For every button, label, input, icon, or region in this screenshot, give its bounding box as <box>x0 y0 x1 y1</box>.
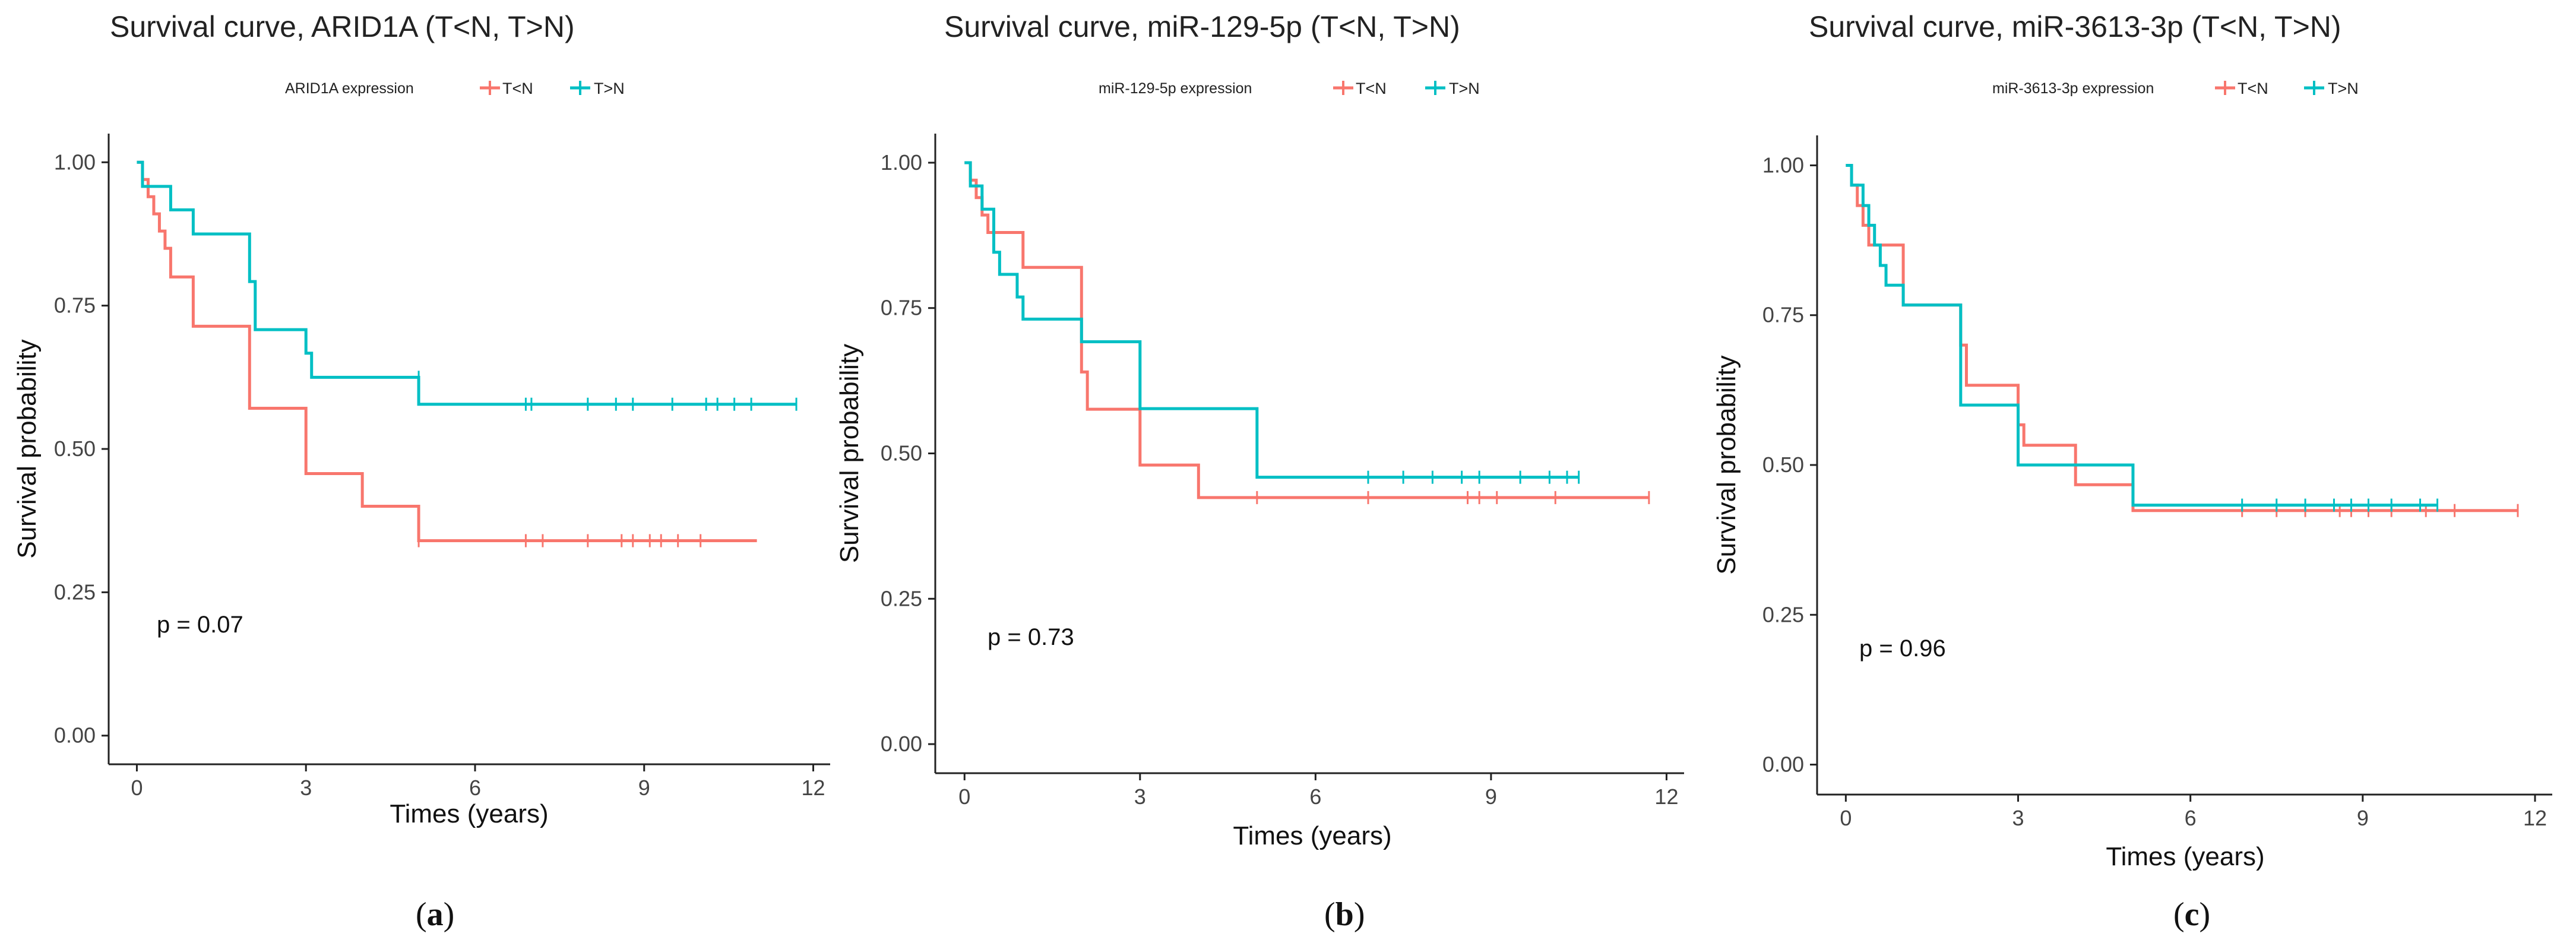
y-tick-label: 0.25 <box>54 580 96 604</box>
x-tick-label: 0 <box>958 784 970 809</box>
x-tick-label: 9 <box>1485 784 1497 809</box>
survival-curve-tlt <box>964 161 1649 499</box>
p-value-annotation: p = 0.73 <box>988 624 1074 650</box>
x-axis-label: Times (years) <box>2106 842 2264 871</box>
x-axis-label: Times (years) <box>1233 821 1391 850</box>
legend-label: T>N <box>594 80 625 97</box>
y-tick-label: 0.00 <box>881 732 922 756</box>
y-axis-label: Survival probability <box>1712 355 1741 574</box>
chart-panel-a: Survival curve, ARID1A (T<N, T>N) ARID1A … <box>12 10 830 933</box>
x-tick-label: 9 <box>2357 806 2369 830</box>
y-tick-label: 0.00 <box>1762 752 1804 777</box>
y-tick-label: 0.50 <box>54 436 96 461</box>
legend-label: T<N <box>1356 80 1387 97</box>
x-tick-label: 12 <box>2523 806 2547 830</box>
legend-label: T<N <box>502 80 533 97</box>
x-tick-label: 9 <box>638 776 650 800</box>
x-tick-label: 0 <box>1840 806 1852 830</box>
p-value-annotation: p = 0.96 <box>1859 635 1946 662</box>
y-tick-label: 0.50 <box>1762 453 1804 477</box>
survival-curve-tlt <box>137 160 757 542</box>
legend-label: T<N <box>2238 80 2268 97</box>
subfigure-label: (b) <box>1324 896 1365 933</box>
x-tick-label: 12 <box>802 776 825 800</box>
survival-curve-tlt <box>1846 163 2518 512</box>
chart-panel-c: Survival curve, miR-3613-3p (T<N, T>N) mi… <box>1712 10 2552 933</box>
chart-title: Survival curve, miR-129-5p (T<N, T>N) <box>944 10 1460 43</box>
chart-panel-b: Survival curve, miR-129-5p (T<N, T>N) miR… <box>835 10 1684 933</box>
y-tick-label: 1.00 <box>54 150 96 174</box>
x-tick-label: 6 <box>469 776 481 800</box>
p-value-annotation: p = 0.07 <box>157 612 243 638</box>
legend-title: ARID1A expression <box>285 80 414 97</box>
survival-curve-tgt <box>964 161 1579 479</box>
survival-curve-tgt <box>137 160 797 406</box>
y-axis-label: Survival probability <box>835 344 864 563</box>
y-axis-label: Survival probability <box>12 339 42 558</box>
y-tick-label: 1.00 <box>881 150 922 175</box>
legend-label: T>N <box>1449 80 1480 97</box>
legend-title: miR-129-5p expression <box>1099 80 1252 97</box>
y-tick-label: 0.75 <box>881 296 922 320</box>
x-axis-label: Times (years) <box>390 799 548 828</box>
x-tick-label: 0 <box>131 776 143 800</box>
chart-title: Survival curve, ARID1A (T<N, T>N) <box>110 10 575 43</box>
y-tick-label: 0.75 <box>54 293 96 318</box>
chart-title: Survival curve, miR-3613-3p (T<N, T>N) <box>1809 10 2341 43</box>
x-tick-label: 6 <box>2185 806 2197 830</box>
y-tick-label: 0.25 <box>881 586 922 610</box>
y-tick-label: 1.00 <box>1762 153 1804 177</box>
x-tick-label: 3 <box>2012 806 2024 830</box>
x-tick-label: 3 <box>300 776 312 800</box>
subfigure-label: (c) <box>2173 896 2210 933</box>
y-tick-label: 0.00 <box>54 723 96 748</box>
x-tick-label: 3 <box>1134 784 1146 809</box>
x-tick-label: 12 <box>1654 784 1678 809</box>
legend-label: T>N <box>2328 80 2359 97</box>
subfigure-label: (a) <box>416 896 454 933</box>
x-tick-label: 6 <box>1309 784 1321 809</box>
y-tick-label: 0.50 <box>881 441 922 466</box>
y-tick-label: 0.25 <box>1762 602 1804 627</box>
survival-curve-tgt <box>1846 163 2438 507</box>
legend-title: miR-3613-3p expression <box>1992 80 2154 97</box>
y-tick-label: 0.75 <box>1762 303 1804 327</box>
